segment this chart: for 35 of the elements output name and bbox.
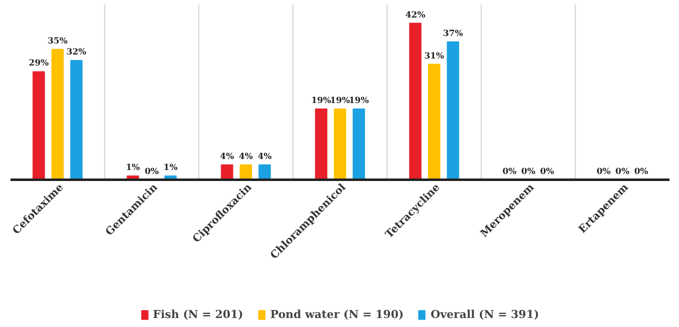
bar: [258, 164, 271, 180]
data-label: 0%: [144, 166, 159, 177]
bar: [409, 22, 422, 180]
data-label: 0%: [634, 166, 648, 177]
bar: [446, 41, 460, 180]
data-label: 35%: [48, 36, 68, 46]
data-label: 29%: [28, 58, 49, 69]
data-label: 0%: [540, 166, 554, 177]
bar: [70, 60, 83, 180]
legend-label: Overall (N = 391): [430, 308, 540, 321]
bar: [352, 108, 365, 180]
data-label: 1%: [126, 163, 140, 174]
data-label: 1%: [164, 163, 178, 174]
bar: [315, 108, 328, 180]
legend-label: Pond water (N = 190): [270, 308, 404, 321]
data-label: 19%: [330, 96, 350, 106]
data-label: 19%: [311, 96, 332, 106]
bar: [240, 164, 252, 180]
data-label: 4%: [258, 152, 272, 162]
bar: [51, 48, 64, 180]
data-label: 31%: [424, 51, 444, 62]
data-label: 4%: [238, 152, 253, 162]
data-label: 32%: [66, 48, 86, 58]
data-label: 37%: [443, 28, 463, 39]
data-label: 0%: [615, 166, 630, 177]
bar: [32, 71, 45, 180]
data-label: 4%: [220, 152, 234, 162]
data-label: 0%: [596, 166, 611, 177]
bar: [428, 64, 440, 180]
data-label: 42%: [405, 10, 426, 20]
bar: [334, 108, 346, 180]
legend-label: Fish (N = 201): [152, 308, 244, 321]
data-label: 19%: [348, 96, 369, 106]
data-label: 0%: [502, 166, 516, 177]
data-label: 0%: [521, 166, 536, 177]
